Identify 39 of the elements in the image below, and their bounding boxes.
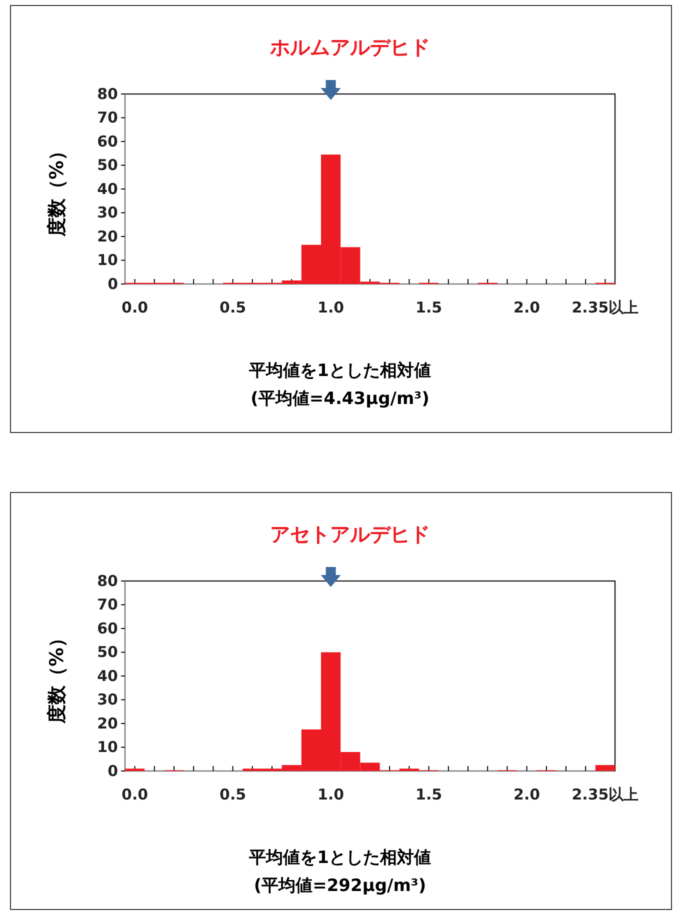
bar [595, 765, 615, 771]
y-tick-label: 40 [97, 180, 118, 198]
y-tick-label: 40 [97, 666, 118, 685]
x-tick-label: 2.35以上 [572, 298, 639, 317]
y-tick-label: 80 [97, 572, 118, 590]
text: (平均値=292μg/m³) [254, 876, 426, 896]
x-tick-label: 0.5 [220, 298, 246, 317]
y-axis-title: 度数（%） [46, 628, 68, 725]
x-tick-label: 2.35以上 [572, 786, 639, 804]
y-tick-label: 70 [97, 596, 118, 614]
y-tick-label: 30 [97, 204, 118, 222]
x-tick-label: 0.0 [122, 298, 148, 317]
x-tick-label: 0.5 [220, 786, 246, 804]
x-tick-label: 2.0 [514, 298, 540, 317]
y-tick-label: 20 [97, 714, 118, 732]
x-tick-label: 1.5 [416, 298, 442, 317]
x-tick-label: 2.0 [514, 786, 540, 804]
y-tick-label: 50 [97, 643, 118, 662]
y-tick-label: 10 [97, 738, 118, 756]
text: (平均値=4.43μg/m³) [250, 389, 430, 409]
y-tick-label: 0 [108, 274, 118, 293]
x-tick-label: 1.5 [416, 786, 442, 804]
y-tick-label: 0 [108, 762, 118, 780]
y-tick-label: 30 [97, 690, 118, 709]
x-axis-title: 平均値を1とした相対値 [248, 848, 431, 868]
x-tick-label: 1.0 [318, 298, 344, 317]
y-tick-label: 70 [97, 108, 118, 127]
y-tick-label: 10 [97, 251, 118, 270]
x-tick-label: 1.0 [318, 786, 344, 804]
x-axis-title: 平均値を1とした相対値 [248, 361, 431, 381]
y-tick-label: 50 [97, 156, 118, 174]
chart-title: アセトアルデヒド [270, 522, 430, 546]
y-axis-title: 度数（%） [46, 141, 68, 238]
y-tick-label: 80 [97, 84, 118, 103]
y-tick-label: 60 [97, 619, 118, 638]
y-tick-label: 20 [97, 227, 118, 246]
chart-title: ホルムアルデヒド [269, 35, 430, 59]
y-tick-label: 60 [97, 132, 118, 150]
x-tick-label: 0.0 [122, 786, 148, 804]
